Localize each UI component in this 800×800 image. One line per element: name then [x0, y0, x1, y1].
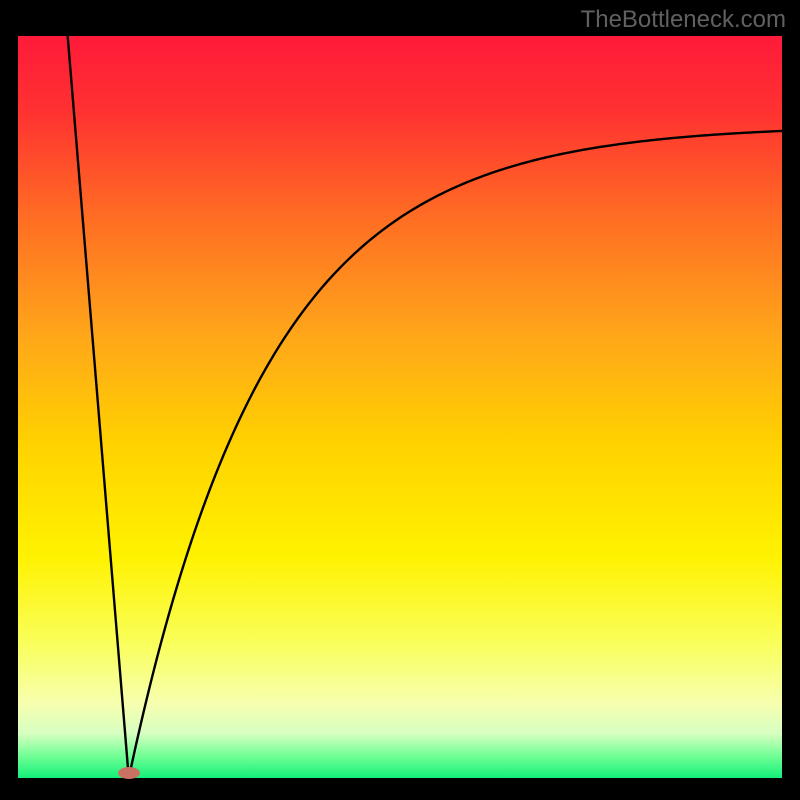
plot-background	[18, 36, 782, 778]
stage: TheBottleneck.com	[0, 0, 800, 800]
plot-area	[18, 36, 782, 778]
dip-marker-ellipse	[118, 767, 140, 779]
plot-svg	[18, 36, 782, 778]
watermark-text: TheBottleneck.com	[581, 6, 786, 34]
dip-marker	[116, 765, 142, 781]
